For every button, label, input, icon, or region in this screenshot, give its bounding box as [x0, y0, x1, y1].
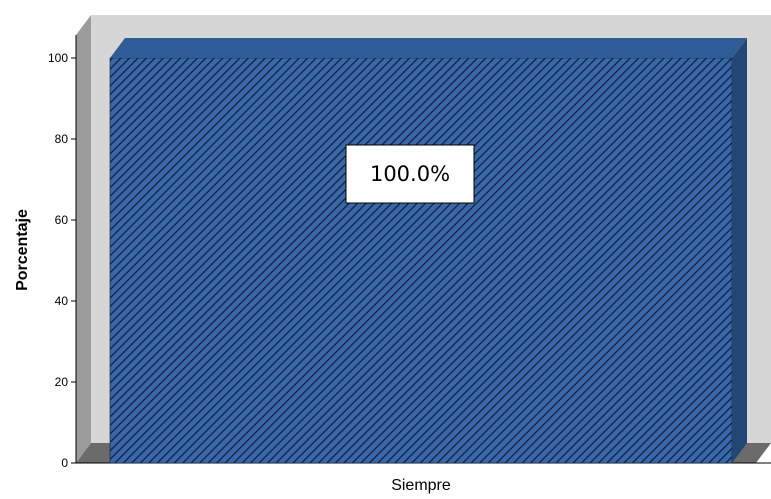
- y-axis-title: Porcentaje: [14, 209, 31, 291]
- data-label: 100.0%: [370, 162, 450, 186]
- category-labels: Siempre: [391, 477, 451, 494]
- y-tick-label: 60: [55, 213, 69, 227]
- data-label-box: [345, 144, 475, 204]
- bar-side: [732, 38, 747, 463]
- side-wall: [76, 15, 91, 463]
- bar-front: [109, 57, 733, 464]
- y-tick-label: 0: [61, 456, 68, 470]
- y-ticks: 0 20 40 60 80 100: [48, 51, 76, 470]
- y-tick-label: 20: [55, 375, 69, 389]
- y-tick-label: 40: [55, 294, 69, 308]
- data-labels: 100.0%: [345, 144, 475, 204]
- x-category-label: Siempre: [391, 477, 451, 494]
- bar-top: [110, 38, 747, 58]
- bar-siempre: [109, 38, 747, 464]
- y-tick-label: 100: [48, 51, 68, 65]
- y-tick-label: 80: [55, 132, 69, 146]
- bars: [109, 38, 747, 464]
